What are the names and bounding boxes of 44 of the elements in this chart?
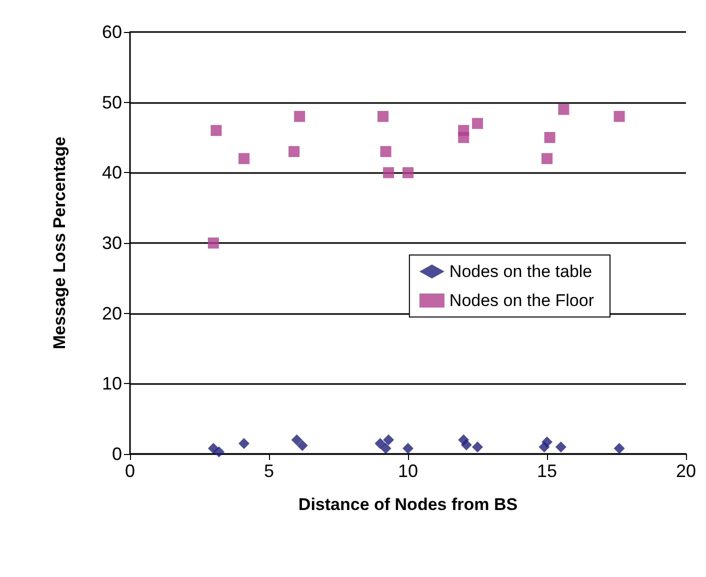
y-tick-label: 30 (102, 233, 122, 253)
point (213, 446, 224, 458)
point (238, 153, 250, 164)
point (542, 153, 552, 164)
point (460, 439, 472, 450)
point (555, 441, 566, 452)
x-tick-label: 20 (676, 461, 696, 481)
x-tick-label: 5 (264, 461, 274, 481)
x-axis-title: Distance of Nodes from BS (298, 495, 518, 514)
y-axis-title: Message Loss Percentage (50, 136, 69, 350)
point (542, 436, 552, 448)
point (402, 442, 414, 454)
point (544, 132, 556, 143)
point (291, 434, 302, 446)
point (377, 110, 388, 122)
x-tick-label: 10 (398, 461, 418, 481)
legend-label: Nodes on the Floor (449, 291, 594, 310)
y-tick-label: 0 (112, 444, 122, 464)
point (238, 438, 250, 449)
point (614, 442, 625, 454)
point (383, 434, 394, 446)
point (472, 118, 483, 129)
y-tick-label: 20 (102, 303, 122, 324)
point (296, 440, 308, 452)
point (558, 104, 570, 115)
point (210, 124, 222, 136)
point (288, 146, 300, 158)
point (294, 110, 306, 122)
y-tick-label: 50 (102, 92, 122, 112)
point (458, 132, 470, 143)
point (472, 441, 483, 452)
y-tick-label: 10 (102, 374, 122, 394)
point (380, 442, 392, 454)
y-tick-label: 40 (102, 162, 122, 183)
point (374, 438, 386, 449)
point (380, 146, 392, 158)
point (383, 167, 394, 178)
x-tick-label: 15 (536, 461, 558, 481)
x-tick-label: 0 (124, 461, 136, 481)
y-tick-label: 60 (102, 22, 122, 42)
point (614, 110, 625, 122)
legend-label: Nodes on the table (449, 262, 592, 281)
point (402, 167, 414, 178)
point (208, 238, 219, 248)
